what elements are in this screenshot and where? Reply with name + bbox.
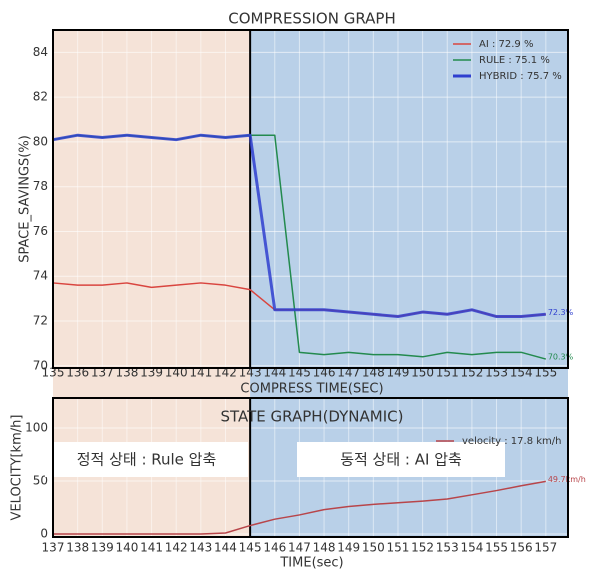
chart-title: COMPRESSION GRAPH xyxy=(228,10,395,28)
y-tick-label: 72 xyxy=(33,313,48,327)
x-axis-label: COMPRESS TIME(SEC) xyxy=(240,382,383,397)
x-tick-label: 143 xyxy=(189,541,212,555)
end-label: 72.3% xyxy=(548,308,574,317)
plot-frame xyxy=(52,397,569,538)
x-tick-label: 146 xyxy=(263,541,286,555)
y-tick-label: 100 xyxy=(25,421,48,435)
legend-label: velocity : 17.8 km/h xyxy=(462,436,562,447)
y-tick-label: 84 xyxy=(33,45,48,59)
x-tick-label: 145 xyxy=(239,541,262,555)
x-tick-label: 149 xyxy=(337,541,360,555)
x-tick-label: 156 xyxy=(510,541,533,555)
x-tick-label: 148 xyxy=(313,541,336,555)
region-label-box xyxy=(45,442,248,477)
y-axis-label: VELOCITY[km/h] xyxy=(10,415,25,521)
x-tick-label: 153 xyxy=(436,541,459,555)
y-tick-label: 80 xyxy=(33,134,48,148)
x-tick-label: 138 xyxy=(66,541,89,555)
x-tick-label: 157 xyxy=(534,541,557,555)
series-line xyxy=(53,480,546,535)
series-line xyxy=(52,133,546,319)
y-tick-label: 50 xyxy=(33,474,48,488)
y-tick-label: 78 xyxy=(33,179,48,193)
region-label-box xyxy=(297,442,505,477)
y-tick-label: 76 xyxy=(33,224,48,238)
x-tick-label: 154 xyxy=(460,541,483,555)
plot-frame xyxy=(52,29,569,369)
chart-title: STATE GRAPH(DYNAMIC) xyxy=(221,408,404,426)
x-tick-label: 142 xyxy=(165,541,188,555)
y-tick-label: 0 xyxy=(40,527,48,541)
x-tick-label: 147 xyxy=(288,541,311,555)
x-tick-label: 137 xyxy=(42,541,65,555)
end-label: 49.7km/h xyxy=(548,475,586,484)
x-tick-label: 155 xyxy=(485,541,508,555)
y-tick-label: 82 xyxy=(33,90,48,104)
x-axis-label: TIME(sec) xyxy=(279,556,343,571)
legend-label: RULE : 75.1 % xyxy=(479,55,550,66)
x-tick-label: 152 xyxy=(411,541,434,555)
x-tick-label: 139 xyxy=(91,541,114,555)
legend-label: AI : 72.9 % xyxy=(479,39,533,50)
x-tick-label: 144 xyxy=(214,541,237,555)
region-right xyxy=(250,30,568,398)
region-label: 동적 상태 : AI 압축 xyxy=(340,451,462,469)
x-tick-label: 151 xyxy=(387,541,410,555)
y-tick-label: 74 xyxy=(33,269,48,283)
end-label: 70.3% xyxy=(548,353,574,362)
x-tick-label: 140 xyxy=(115,541,138,555)
y-tick-label: 70 xyxy=(33,358,48,372)
x-tick-label: 150 xyxy=(362,541,385,555)
y-axis-label: SPACE_SAVINGS(%) xyxy=(18,135,33,263)
legend-label: HYBRID : 75.7 % xyxy=(479,71,562,82)
region-label: 정적 상태 : Rule 압축 xyxy=(77,451,217,469)
x-tick-label: 141 xyxy=(140,541,163,555)
